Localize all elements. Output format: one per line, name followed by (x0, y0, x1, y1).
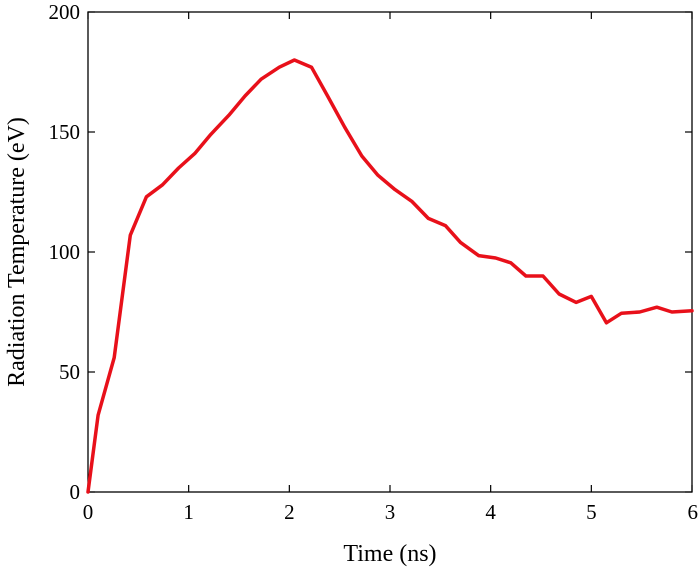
x-tick-label: 3 (385, 500, 396, 524)
x-axis-label: Time (ns) (343, 541, 436, 567)
x-tick-label: 6 (688, 500, 699, 524)
y-tick-label: 50 (59, 360, 80, 384)
y-tick-label: 150 (49, 120, 81, 144)
y-axis-label: Radiation Temperature (eV) (4, 117, 30, 387)
x-tick-label: 4 (485, 500, 496, 524)
y-tick-label: 100 (49, 240, 81, 264)
x-tick-label: 2 (284, 500, 295, 524)
axis-ticks (87, 11, 693, 493)
y-tick-label: 200 (49, 0, 81, 24)
tick-labels: 0 1 2 3 4 5 6 0 50 100 150 200 (49, 0, 699, 524)
plot-area (87, 11, 693, 493)
x-tick-label: 0 (83, 500, 94, 524)
temperature-series-line (86, 58, 694, 494)
y-tick-label: 0 (70, 480, 81, 504)
x-tick-label: 5 (586, 500, 597, 524)
x-tick-label: 1 (183, 500, 194, 524)
